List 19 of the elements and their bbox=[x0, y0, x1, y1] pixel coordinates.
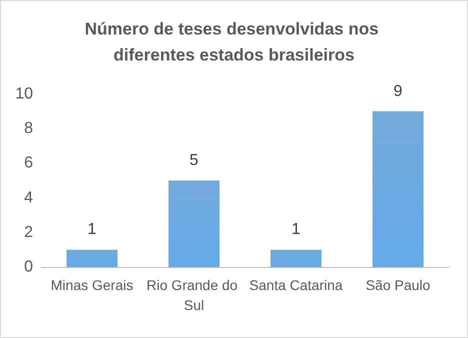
bar bbox=[168, 180, 220, 267]
y-tick-label: 8 bbox=[24, 120, 34, 138]
chart-title: Número de teses desenvolvidas nos diferentes estados brasileiros bbox=[84, 20, 384, 64]
y-tick-label: 6 bbox=[24, 154, 34, 172]
data-label: 5 bbox=[190, 152, 199, 169]
y-tick-label: 0 bbox=[24, 258, 34, 276]
x-tick-label: Santa Catarina bbox=[249, 277, 343, 293]
data-label: 1 bbox=[292, 221, 301, 238]
data-label: 1 bbox=[88, 221, 97, 238]
bar bbox=[66, 250, 118, 267]
x-tick-label: Minas Gerais bbox=[50, 277, 134, 293]
x-tick-label: Rio Grande do Sul bbox=[146, 277, 242, 313]
y-tick-label: 2 bbox=[24, 224, 34, 241]
bar bbox=[372, 111, 424, 267]
y-tick-label: 10 bbox=[15, 86, 34, 102]
y-tick-label: 4 bbox=[24, 189, 34, 206]
x-tick-label: São Paulo bbox=[366, 277, 431, 293]
data-label: 9 bbox=[394, 82, 403, 100]
bar bbox=[270, 250, 322, 267]
